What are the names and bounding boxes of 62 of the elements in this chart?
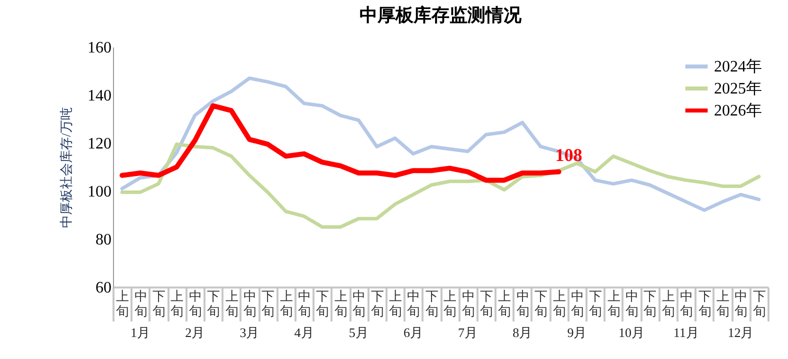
- text: 12月: [728, 325, 754, 340]
- text: 4月: [294, 325, 314, 340]
- y-tick-label: 120: [88, 136, 112, 152]
- text: 6月: [403, 325, 423, 340]
- x-tick-label: 上旬: [225, 288, 238, 318]
- line-series: [120, 76, 761, 212]
- text: 9月: [567, 325, 587, 340]
- y-tick-label: 60: [96, 280, 112, 296]
- x-tick-label: 下旬: [752, 288, 766, 318]
- y-tick-label: 160: [88, 40, 112, 56]
- x-tick-label: 中旬: [626, 288, 639, 318]
- x-tick-label: 中旬: [516, 288, 530, 318]
- legend-label: 2025年: [714, 80, 762, 98]
- chart-title: 中厚板库存监测情况: [360, 5, 522, 25]
- text: 10月: [618, 325, 645, 340]
- x-tick-label: 上旬: [716, 288, 730, 318]
- x-tick-label: 中旬: [570, 288, 584, 318]
- text: 8月: [512, 325, 532, 340]
- y-tick-label: 100: [88, 184, 112, 200]
- y-axis-title: 中厚板社会库存/万吨: [58, 107, 74, 228]
- x-tick-label: 中旬: [352, 288, 366, 318]
- x-tick-label: 下旬: [262, 288, 275, 318]
- text: 11月: [673, 325, 699, 340]
- x-tick-label: 上旬: [552, 288, 566, 318]
- x-tick-label: 中旬: [680, 288, 694, 318]
- data-label: 108: [555, 144, 582, 165]
- x-tick-label: 中旬: [734, 288, 748, 318]
- x-tick-label: 中旬: [462, 288, 475, 318]
- text: 3月: [240, 325, 260, 340]
- text: 7月: [458, 325, 478, 340]
- x-tick-label: 上旬: [116, 288, 130, 318]
- x-tick-label: 下旬: [698, 288, 712, 318]
- line-series: [120, 142, 761, 229]
- x-tick-label: 下旬: [425, 288, 438, 318]
- x-tick-label: 上旬: [389, 288, 402, 318]
- x-tick-label: 中旬: [243, 288, 256, 318]
- x-tick-label: 下旬: [370, 288, 384, 318]
- text: 5月: [348, 325, 368, 340]
- x-tick-label: 下旬: [152, 288, 166, 318]
- text: 2月: [185, 325, 205, 340]
- x-tick-label: 上旬: [170, 288, 184, 318]
- x-tick-label: 上旬: [662, 288, 675, 318]
- x-tick-label: 上旬: [498, 288, 512, 318]
- x-tick-label: 上旬: [280, 288, 293, 318]
- x-tick-label: 中旬: [188, 288, 202, 318]
- x-tick-label: 中旬: [407, 288, 420, 318]
- x-tick-label: 下旬: [534, 288, 548, 318]
- x-tick-label: 下旬: [644, 288, 657, 318]
- y-tick-label: 80: [96, 232, 112, 248]
- legend-label: 2024年: [714, 58, 762, 76]
- x-tick-label: 中旬: [298, 288, 312, 318]
- text: 1月: [130, 325, 150, 340]
- legend-label: 2026年: [714, 102, 762, 120]
- x-tick-label: 下旬: [316, 288, 330, 318]
- x-tick-label: 下旬: [480, 288, 493, 318]
- x-tick-label: 下旬: [589, 288, 602, 318]
- x-tick-label: 上旬: [607, 288, 620, 318]
- y-tick-label: 140: [88, 88, 112, 104]
- x-tick-label: 上旬: [444, 288, 457, 318]
- x-tick-label: 上旬: [334, 288, 348, 318]
- x-tick-label: 中旬: [134, 288, 148, 318]
- x-tick-label: 下旬: [207, 288, 220, 318]
